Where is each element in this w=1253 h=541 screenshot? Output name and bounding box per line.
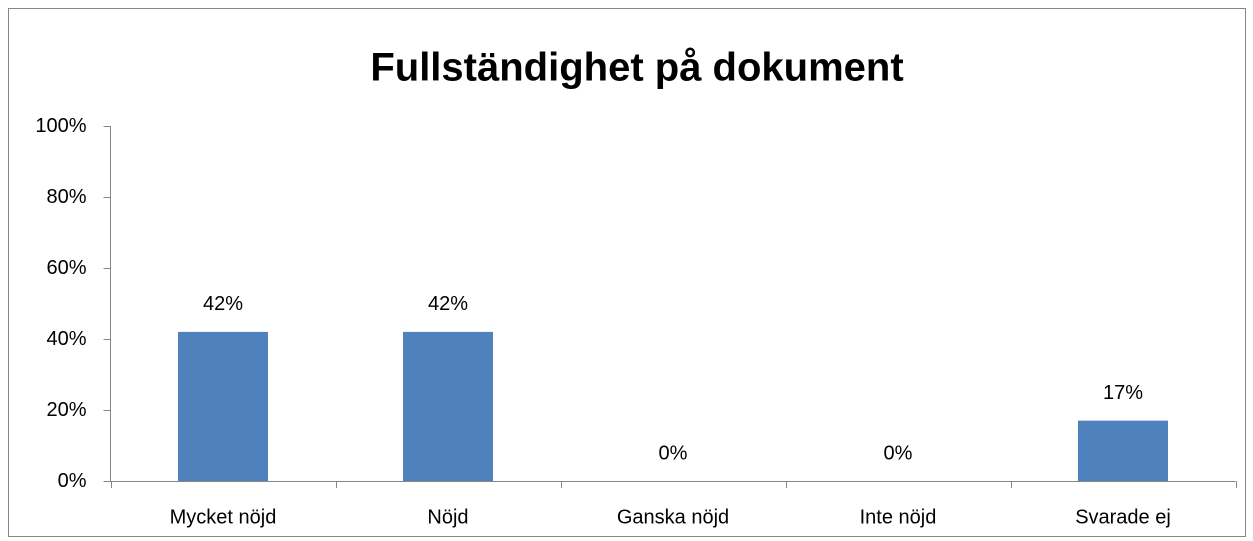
bar [403, 331, 493, 481]
data-label: 0% [884, 442, 913, 464]
data-label: 0% [659, 442, 688, 464]
y-tick-label: 40% [46, 328, 86, 350]
x-tick-label: Svarade ej [1075, 506, 1171, 528]
y-tick-label: 20% [46, 399, 86, 421]
chart-title: Fullständighet på dokument [370, 46, 903, 90]
y-tick-label: 80% [46, 186, 86, 208]
y-tick-label: 100% [35, 115, 86, 137]
bar [1078, 420, 1168, 481]
y-tick-label: 0% [58, 470, 87, 492]
x-tick-label: Inte nöjd [860, 506, 937, 528]
y-tick-label: 60% [46, 257, 86, 279]
x-tick-label: Nöjd [427, 506, 468, 528]
data-label: 42% [203, 293, 243, 315]
data-label: 17% [1103, 382, 1143, 404]
data-label: 42% [428, 293, 468, 315]
x-tick-label: Ganska nöjd [617, 506, 729, 528]
bar [178, 331, 268, 481]
x-tick-label: Mycket nöjd [170, 506, 277, 528]
